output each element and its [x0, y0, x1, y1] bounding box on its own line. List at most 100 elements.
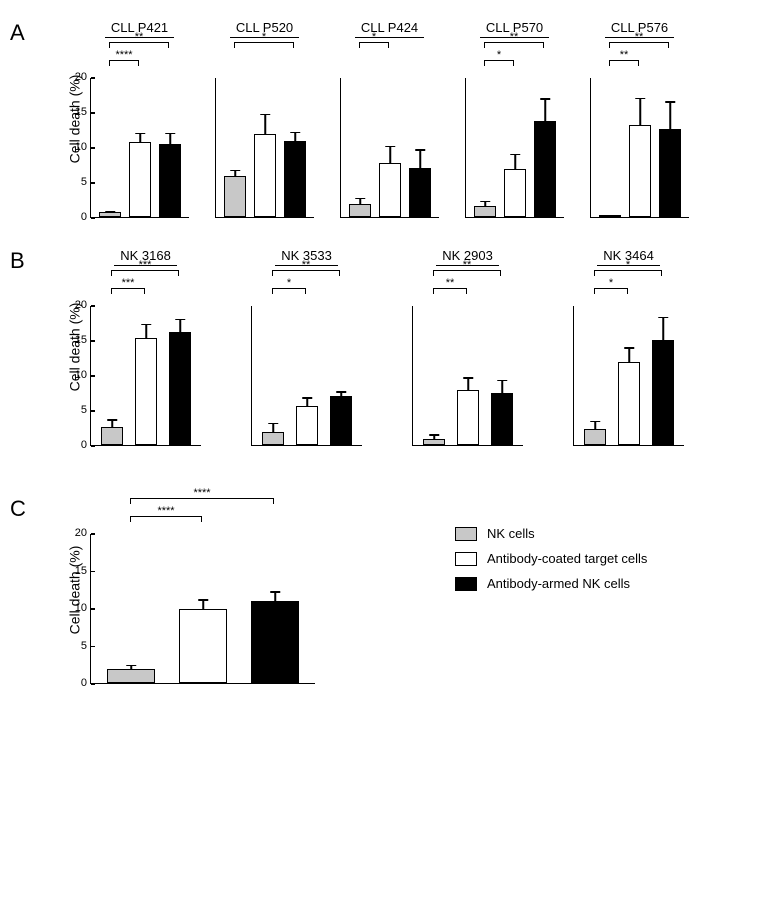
- bar: [99, 212, 121, 217]
- bar: [262, 432, 284, 445]
- ytick: 15: [75, 334, 91, 346]
- legend-swatch: [455, 552, 477, 566]
- error-bar: [264, 114, 266, 135]
- panel-a: A Cell death (%) CLL P421******05101520C…: [40, 20, 737, 218]
- bar: [254, 134, 276, 217]
- panel-c-yaxis-label: Cell death (%): [66, 546, 82, 635]
- legend-swatch: [455, 527, 477, 541]
- bars-plot: [590, 78, 689, 218]
- error-bar: [130, 665, 132, 670]
- error-bar: [272, 423, 274, 433]
- significance-label: **: [635, 32, 644, 43]
- bar: [534, 121, 556, 217]
- significance-label: ****: [157, 506, 174, 517]
- chart-group: NK 3168******05101520: [90, 248, 201, 446]
- error-bar: [179, 319, 181, 333]
- significance-label: *: [372, 32, 376, 43]
- bar: [169, 332, 191, 445]
- panel-c-label: C: [10, 496, 26, 522]
- bar: [135, 338, 157, 445]
- bars-plot: [215, 78, 314, 218]
- bar: [618, 362, 640, 445]
- error-bar: [306, 397, 308, 407]
- panel-a-label: A: [10, 20, 25, 46]
- significance-area: *: [340, 40, 439, 78]
- chart-group: NK 3464**: [573, 248, 684, 446]
- error-bar: [340, 391, 342, 397]
- significance-label: **: [135, 32, 144, 43]
- error-bar: [433, 434, 435, 440]
- error-bar: [359, 198, 361, 205]
- ytick: 5: [81, 640, 91, 652]
- legend-item: NK cells: [455, 526, 647, 541]
- significance-area: **: [573, 268, 684, 306]
- significance-label: ***: [122, 278, 135, 289]
- error-bar: [514, 154, 516, 171]
- bars-plot: [465, 78, 564, 218]
- ytick: 20: [75, 71, 91, 83]
- bar: [129, 142, 151, 217]
- significance-label: ***: [139, 260, 152, 271]
- bar: [474, 206, 496, 217]
- legend-swatch: [455, 577, 477, 591]
- panel-b-chart: Cell death (%) NK 3168******05101520NK 3…: [40, 248, 737, 446]
- significance-label: **: [302, 260, 311, 271]
- legend-label: Antibody-armed NK cells: [487, 576, 630, 591]
- legend-item: Antibody-coated target cells: [455, 551, 647, 566]
- bar: [159, 144, 181, 218]
- chart-group: CLL P570***: [465, 20, 564, 218]
- error-bar: [662, 317, 664, 342]
- ytick: 20: [75, 299, 91, 311]
- bar: [599, 215, 621, 217]
- bar: [457, 390, 479, 445]
- bar: [251, 601, 299, 684]
- significance-area: ****: [412, 268, 523, 306]
- panel-c: C Cell death (%) ********05101520 NK cel…: [40, 496, 737, 684]
- chart-group: NK 3533***: [251, 248, 362, 446]
- significance-label: **: [446, 278, 455, 289]
- bar: [652, 340, 674, 445]
- bar: [491, 393, 513, 446]
- panel-b: B Cell death (%) NK 3168******05101520NK…: [40, 248, 737, 446]
- error-bar: [501, 380, 503, 394]
- error-bar: [389, 146, 391, 164]
- significance-area: ********: [90, 496, 315, 534]
- bars-plot: [573, 306, 684, 446]
- error-bar: [628, 347, 630, 362]
- bars-plot: 05101520: [90, 306, 201, 446]
- ytick: 0: [81, 677, 91, 689]
- chart-group: CLL P520*: [215, 20, 314, 218]
- error-bar: [484, 201, 486, 207]
- bar: [379, 163, 401, 217]
- error-bar: [544, 98, 546, 122]
- significance-label: *: [609, 278, 613, 289]
- significance-area: ***: [251, 268, 362, 306]
- significance-label: *: [626, 260, 630, 271]
- error-bar: [669, 101, 671, 130]
- error-bar: [145, 324, 147, 339]
- error-bar: [467, 377, 469, 391]
- ytick: 0: [81, 211, 91, 223]
- group-title: CLL P424: [355, 20, 424, 38]
- error-bar: [111, 419, 113, 427]
- bar: [584, 429, 606, 445]
- error-bar: [419, 149, 421, 169]
- bars-plot: 05101520: [90, 78, 189, 218]
- bars-plot: [412, 306, 523, 446]
- panel-c-chart: Cell death (%) ********05101520: [40, 496, 315, 684]
- significance-area: ****: [590, 40, 689, 78]
- chart-group: CLL P576****: [590, 20, 689, 218]
- chart-group: CLL P421******05101520: [90, 20, 189, 218]
- bar: [423, 439, 445, 445]
- chart-group: ********05101520: [90, 496, 315, 684]
- bar: [296, 406, 318, 445]
- significance-label: **: [510, 32, 519, 43]
- ytick: 10: [75, 602, 91, 614]
- bars-plot: 05101520: [90, 534, 315, 684]
- legend: NK cells Antibody-coated target cells Anti…: [455, 526, 647, 601]
- bar: [284, 141, 306, 217]
- significance-label: **: [620, 50, 629, 61]
- bar: [107, 669, 155, 683]
- error-bar: [139, 133, 141, 144]
- error-bar: [202, 599, 204, 610]
